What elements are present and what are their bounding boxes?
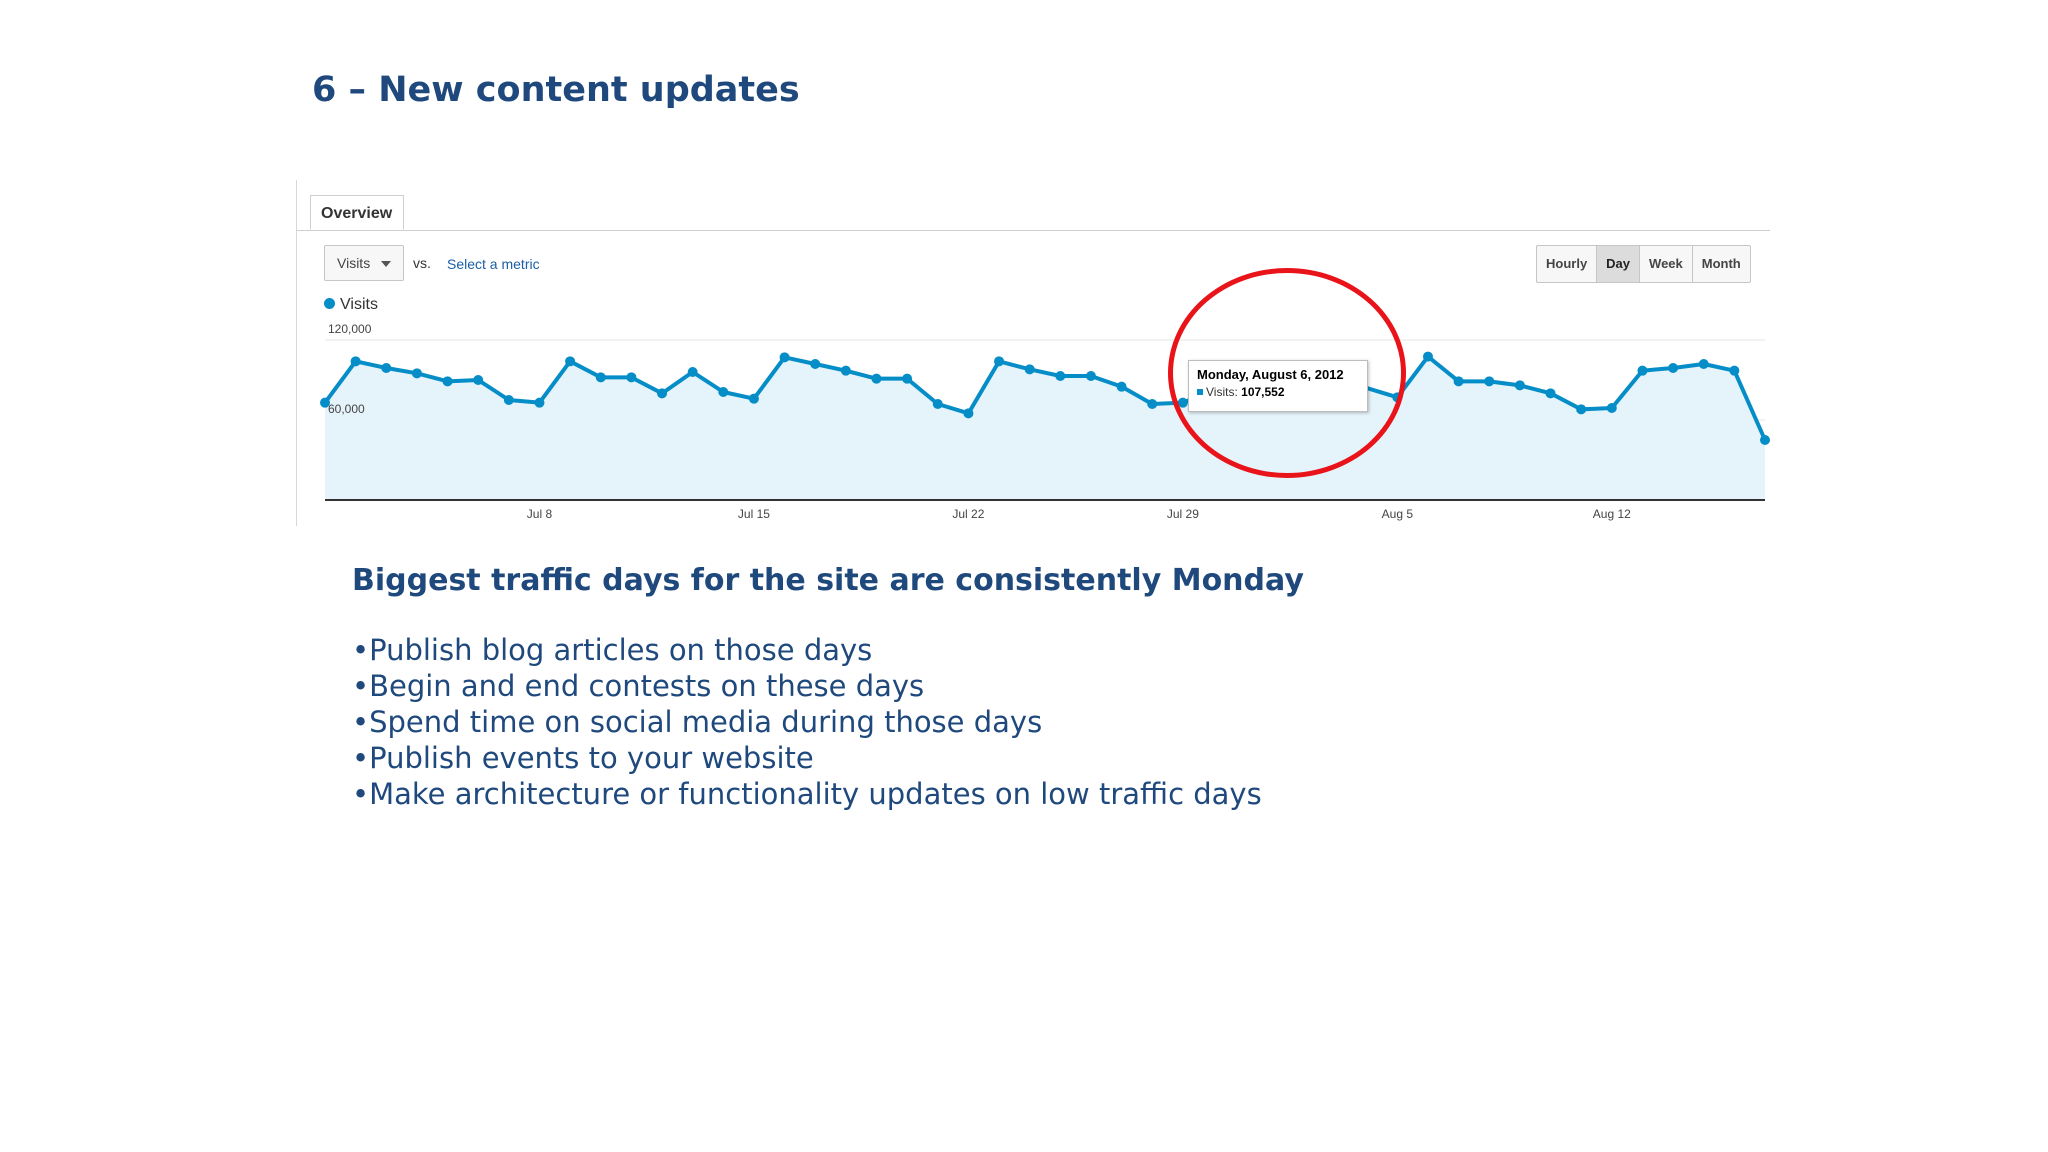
data-point: [1055, 371, 1066, 381]
tooltip-value: 107,552: [1241, 385, 1285, 399]
data-point: [840, 365, 851, 376]
data-point: [1422, 351, 1433, 362]
x-tick-label: Aug 12: [1593, 507, 1631, 521]
highlight-ring: [1168, 268, 1406, 478]
granularity-week-button[interactable]: Week: [1640, 246, 1693, 282]
x-tick-label: Jul 8: [527, 507, 553, 521]
data-point: [902, 373, 913, 384]
data-point: [1576, 404, 1587, 415]
data-point: [963, 408, 974, 419]
series-line: [323, 354, 1767, 441]
data-point: [1147, 399, 1158, 409]
granularity-hourly-button[interactable]: Hourly: [1537, 246, 1598, 282]
data-point: [1637, 365, 1648, 376]
data-point: [595, 372, 606, 383]
data-point: [381, 363, 392, 373]
data-point: [994, 356, 1005, 367]
data-point: [473, 375, 484, 385]
x-tick-label: Jul 29: [1167, 507, 1199, 521]
tooltip-line: Visits: 107,552: [1197, 385, 1367, 399]
data-point: [320, 397, 330, 408]
data-point: [779, 352, 790, 363]
data-point: [1668, 363, 1679, 373]
tab-baseline: [296, 230, 1770, 231]
y-tick-label: 60,000: [328, 402, 365, 416]
bullet-item: •Make architecture or functionality upda…: [352, 777, 1262, 811]
tooltip-date: Monday, August 6, 2012: [1197, 367, 1344, 382]
chart-legend: Visits: [324, 296, 378, 314]
chevron-down-icon: [381, 261, 391, 267]
data-point: [1484, 376, 1495, 387]
bullet-item: •Spend time on social media during those…: [352, 705, 1043, 739]
tooltip-label: Visits:: [1206, 385, 1238, 399]
legend-dot-icon: [324, 298, 335, 309]
bullet-item: •Publish blog articles on those days: [352, 633, 873, 667]
visits-chart: 120,000 60,000 Jul 8 Jul 15 Jul 22 Jul 29 Aug …: [320, 322, 1770, 521]
legend-label: Visits: [340, 296, 378, 313]
slide-title: 6 – New content updates: [312, 70, 800, 110]
data-point: [1606, 403, 1617, 413]
data-point: [1514, 380, 1525, 391]
data-point: [350, 356, 361, 367]
tooltip-swatch-icon: [1197, 389, 1203, 395]
granularity-month-button[interactable]: Month: [1701, 256, 1741, 271]
metric-select-value: Visits: [337, 255, 371, 271]
panel-left-edge: [296, 180, 297, 526]
x-tick-label: Jul 22: [952, 507, 984, 521]
metric-select[interactable]: Visits: [324, 245, 404, 281]
data-point: [871, 373, 882, 384]
data-point: [1453, 376, 1464, 387]
data-point: [1698, 359, 1709, 369]
data-point: [1116, 381, 1127, 392]
data-point: [534, 397, 545, 408]
data-point: [718, 387, 729, 397]
subheading: Biggest traffic days for the site are co…: [352, 563, 1304, 598]
data-point: [1085, 371, 1096, 381]
y-tick-label: 120,000: [328, 322, 372, 336]
data-point: [1545, 388, 1556, 399]
granularity-toggle: Hourly Day Week Month: [1536, 245, 1751, 283]
data-point: [810, 359, 821, 369]
analytics-screenshot: Overview Visits vs. Select a metric Hour…: [296, 180, 1770, 526]
granularity-day-button[interactable]: Day: [1597, 246, 1641, 282]
data-point: [1760, 435, 1770, 445]
data-point: [1729, 365, 1740, 376]
select-metric-link[interactable]: Select a metric: [447, 256, 540, 272]
data-point: [503, 395, 514, 405]
bullet-item: •Publish events to your website: [352, 741, 814, 775]
data-point: [1024, 364, 1035, 375]
bullet-item: •Begin and end contests on these days: [352, 669, 925, 703]
x-tick-label: Jul 15: [738, 507, 770, 521]
data-point: [565, 356, 576, 367]
series-area: [325, 356, 1765, 500]
data-point: [687, 367, 698, 377]
bullet-list: •Publish blog articles on those days •Be…: [352, 632, 1262, 812]
data-point: [411, 368, 422, 379]
vs-label: vs.: [413, 255, 431, 271]
data-point: [657, 388, 668, 399]
data-point: [626, 372, 637, 383]
data-point: [748, 393, 759, 404]
chart-tooltip: Monday, August 6, 2012 Visits: 107,552: [1188, 360, 1368, 412]
data-point: [442, 376, 453, 387]
x-tick-label: Aug 5: [1382, 507, 1414, 521]
tab-overview[interactable]: Overview: [310, 195, 404, 230]
data-point: [932, 399, 943, 409]
